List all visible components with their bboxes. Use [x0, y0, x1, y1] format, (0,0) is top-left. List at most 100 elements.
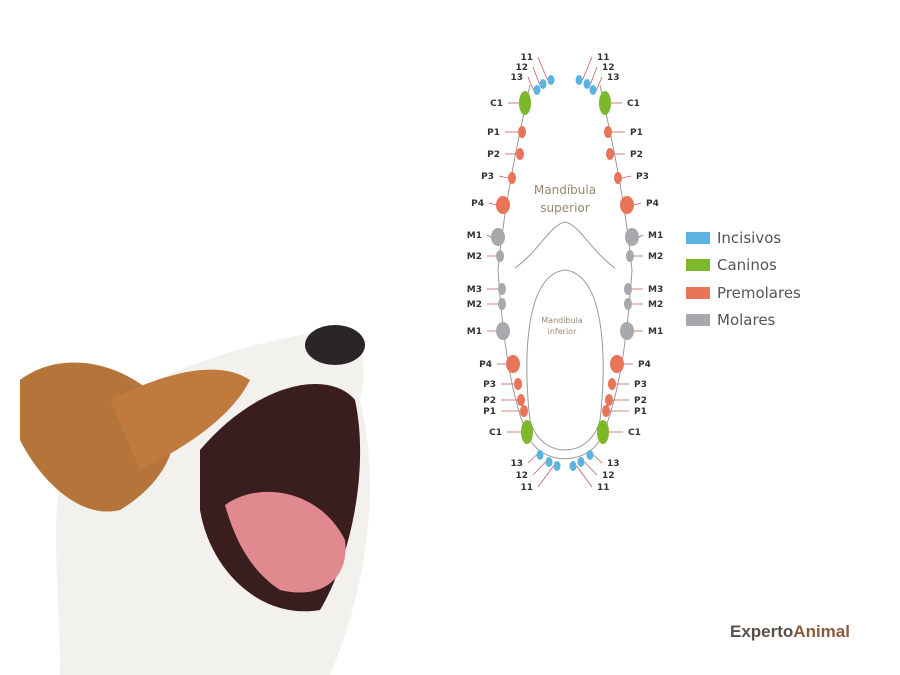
lower-tooth-11-left	[553, 461, 561, 471]
upper-tooth-label: M2	[648, 252, 663, 262]
upper-tooth-M1-right	[625, 228, 639, 246]
lower-tooth-12-left	[545, 457, 553, 467]
leader-line	[593, 454, 603, 464]
upper-tooth-label: P1	[487, 128, 500, 138]
upper-jaw-label-1: Mandíbula	[534, 183, 596, 197]
upper-tooth-P2-right	[606, 148, 614, 160]
upper-tooth-M2-left	[496, 250, 504, 262]
upper-tooth-11-right	[575, 75, 583, 85]
lower-tooth-P1-right	[602, 405, 610, 417]
leader-line	[621, 175, 632, 179]
legend-swatch	[686, 286, 710, 299]
legend-swatch	[686, 259, 710, 272]
upper-tooth-label: 13	[607, 73, 620, 83]
upper-tooth-label: 12	[602, 63, 615, 73]
lower-tooth-P3-left	[514, 378, 522, 390]
upper-tooth-C1-left	[519, 91, 531, 115]
lower-tooth-label: P4	[479, 360, 492, 370]
leader-line	[537, 465, 554, 488]
legend-item-caninos: Caninos	[686, 252, 801, 280]
upper-tooth-P4-right	[620, 196, 634, 214]
upper-tooth-label: P4	[471, 199, 484, 209]
lower-tooth-12-right	[577, 457, 585, 467]
upper-tooth-13-right	[589, 85, 597, 95]
upper-tooth-label: P2	[630, 150, 643, 160]
upper-tooth-P4-left	[496, 196, 510, 214]
leader-line	[596, 76, 603, 91]
upper-jaw-label-2: superior	[540, 201, 589, 215]
lower-tooth-label: P2	[483, 396, 496, 406]
legend-item-incisivos: Incisivos	[686, 224, 801, 252]
upper-tooth-label: P2	[487, 150, 500, 160]
upper-tooth-label: C1	[490, 99, 503, 109]
upper-tooth-label: P3	[481, 172, 494, 182]
upper-tooth-M2-right	[626, 250, 634, 262]
lower-tooth-M3-left	[498, 283, 506, 295]
legend-label: Premolares	[717, 283, 801, 302]
lower-tooth-label: 12	[515, 471, 528, 481]
lower-tooth-P4-right	[610, 355, 624, 373]
upper-tooth-label: M1	[467, 231, 482, 241]
legend-label: Incisivos	[717, 228, 782, 247]
upper-tooth-label: P3	[636, 172, 649, 182]
lower-tooth-M1-left	[496, 322, 510, 340]
leader-line	[498, 175, 509, 179]
lower-tooth-label: M2	[648, 300, 663, 310]
lower-tooth-C1-right	[597, 420, 609, 444]
upper-tooth-M1-left	[491, 228, 505, 246]
upper-tooth-label: 11	[597, 53, 610, 63]
logo-text-1: Experto	[730, 622, 794, 641]
lower-tooth-label: M3	[648, 285, 663, 295]
legend-item-molares: Molares	[686, 307, 801, 335]
upper-tooth-label: C1	[627, 99, 640, 109]
lower-tooth-M2-left	[498, 298, 506, 310]
leader-line	[584, 461, 598, 476]
lower-tooth-M1-right	[620, 322, 634, 340]
leader-line	[537, 56, 548, 81]
upper-tooth-12-right	[583, 79, 591, 89]
lower-tooth-13-right	[586, 450, 594, 460]
upper-tooth-P1-right	[604, 126, 612, 138]
leader-line	[590, 66, 598, 85]
lower-tooth-label: C1	[489, 428, 502, 438]
lower-tooth-label: M1	[648, 327, 663, 337]
lower-tooth-label: 13	[510, 459, 523, 469]
lower-tooth-11-right	[569, 461, 577, 471]
lower-tooth-P1-left	[520, 405, 528, 417]
lower-tooth-label: 11	[597, 483, 610, 493]
leader-line	[527, 76, 534, 91]
lower-tooth-label: P4	[638, 360, 651, 370]
dog-photo	[20, 325, 371, 675]
lower-tooth-M3-right	[624, 283, 632, 295]
lower-tooth-label: P1	[634, 407, 647, 417]
upper-tooth-label: M2	[467, 252, 482, 262]
legend: Incisivos Caninos Premolares Molares	[686, 224, 801, 334]
legend-label: Caninos	[717, 256, 777, 275]
upper-tooth-label: P1	[630, 128, 643, 138]
lower-tooth-label: M3	[467, 285, 482, 295]
leader-line	[532, 66, 540, 85]
legend-swatch	[686, 231, 710, 244]
lower-tooth-P3-right	[608, 378, 616, 390]
leader-line	[488, 202, 497, 206]
lower-tooth-label: 12	[602, 471, 615, 481]
upper-tooth-C1-right	[599, 91, 611, 115]
legend-swatch	[686, 314, 710, 327]
upper-tooth-label: M1	[648, 231, 663, 241]
leader-line	[638, 234, 644, 238]
upper-tooth-P2-left	[516, 148, 524, 160]
lower-tooth-label: P1	[483, 407, 496, 417]
lower-jaw-label-1: Mandíbula	[541, 316, 583, 325]
legend-item-premolares: Premolares	[686, 279, 801, 307]
lower-tooth-P4-left	[506, 355, 520, 373]
lower-tooth-P2-right	[605, 394, 613, 406]
leader-line	[486, 234, 492, 238]
upper-tooth-11-left	[547, 75, 555, 85]
upper-tooth-P3-left	[508, 172, 516, 184]
lower-tooth-C1-left	[521, 420, 533, 444]
lower-tooth-label: 13	[607, 459, 620, 469]
upper-tooth-P3-right	[614, 172, 622, 184]
